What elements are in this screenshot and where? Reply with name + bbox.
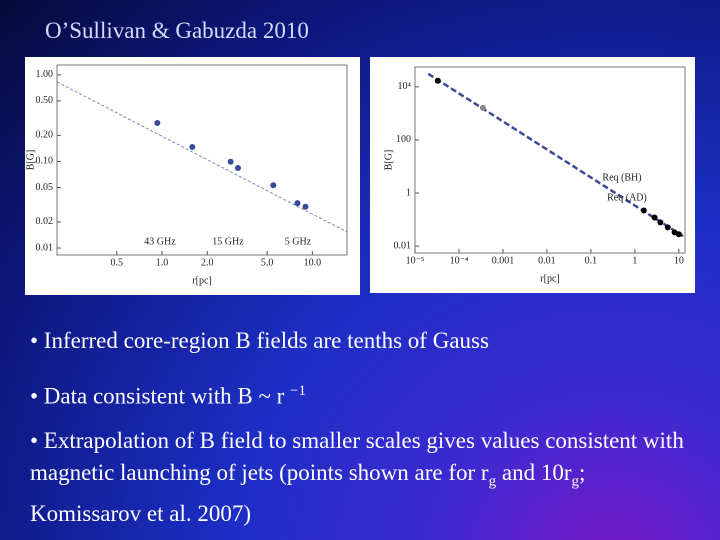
bullet-text: • Data consistent with B ~ r	[30, 383, 291, 409]
bullet: • Extrapolation of B field to smaller sc…	[30, 425, 700, 530]
y-tick-label: 0.05	[36, 182, 54, 193]
y-tick-label: 1	[406, 187, 411, 198]
annotation: 43 GHz	[144, 236, 176, 247]
y-tick-label: 0.50	[36, 95, 54, 106]
y-tick-label: 0.20	[36, 130, 54, 141]
x-tick-label: 1.0	[156, 257, 169, 268]
point	[270, 182, 277, 189]
x-tick-label: 0.5	[111, 257, 124, 268]
x-tick-label: 10⁻⁵	[406, 255, 425, 266]
y-tick-label: 0.01	[36, 242, 54, 253]
x-tick-label: 0.1	[585, 255, 598, 266]
point	[154, 119, 161, 126]
y-tick-label: 100	[396, 134, 411, 145]
bullet: • Data consistent with B ~ r −1	[30, 375, 700, 413]
bullet-text: ; Komissarov et al. 2007)	[30, 460, 586, 526]
x-tick-label: 5.0	[261, 257, 274, 268]
annotation: Req (AD)	[607, 192, 647, 203]
fit-line	[56, 81, 348, 233]
x-axis-label: r[pc]	[192, 275, 211, 286]
x-tick-label: 10⁻⁴	[450, 255, 469, 266]
subscript: g	[571, 473, 579, 490]
point	[234, 164, 241, 171]
annotation: 15 GHz	[212, 236, 244, 247]
y-tick-label: 0.02	[36, 216, 54, 227]
x-tick-label: 0.001	[492, 255, 515, 266]
superscript: −1	[290, 383, 307, 399]
point	[434, 77, 441, 84]
point	[479, 104, 486, 111]
x-tick-label: 0.01	[538, 255, 556, 266]
bullet-text: • Extrapolation of B field to smaller sc…	[30, 428, 684, 485]
bullet-text: • Inferred core-region B fields are tent…	[30, 328, 489, 353]
y-axis-label: B[G]	[25, 150, 36, 171]
x-tick-label: 10.0	[304, 257, 322, 268]
point	[657, 219, 664, 226]
y-tick-label: 0.01	[394, 240, 412, 251]
y-tick-label: 10⁴	[398, 81, 412, 92]
slide-title: O’Sullivan & Gabuzda 2010	[45, 18, 309, 43]
panel	[370, 57, 695, 293]
point	[302, 203, 309, 210]
charts: 0.5 1.0 2.0 5.0 10.0 0.01 0.02 0.05 0.10 0.20 0.50…	[25, 57, 695, 293]
point	[294, 200, 301, 207]
point	[675, 231, 682, 238]
x-tick-label: 1	[632, 255, 637, 266]
point	[664, 224, 671, 231]
point	[189, 143, 196, 150]
subscript: g	[488, 473, 497, 490]
plot-frame	[56, 64, 348, 256]
x-tick-label: 10	[674, 255, 684, 266]
y-tick-label: 1.00	[36, 69, 54, 80]
plot-frame	[414, 66, 686, 254]
x-axis-label: r[pc]	[540, 273, 559, 284]
annotation: 5 GHz	[285, 236, 312, 247]
bullet: • Inferred core-region B fields are tent…	[30, 325, 700, 357]
point	[640, 207, 647, 214]
fit-line	[427, 72, 684, 238]
bullet-text: and 10r	[496, 460, 572, 485]
point	[651, 214, 658, 221]
point	[227, 158, 234, 165]
y-tick-label: 0.10	[36, 156, 54, 167]
y-axis-label: B[G]	[383, 150, 394, 171]
annotation: Req (BH)	[602, 172, 641, 183]
x-tick-label: 2.0	[201, 257, 214, 268]
